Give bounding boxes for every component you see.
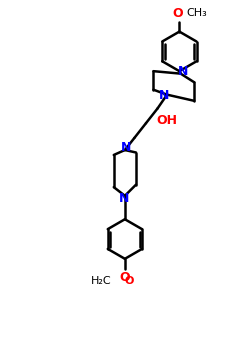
Text: CH₃: CH₃ [186, 8, 207, 18]
Text: N: N [178, 65, 188, 78]
Text: OH: OH [156, 114, 177, 127]
Text: O: O [120, 271, 130, 284]
Text: N: N [159, 89, 169, 101]
Text: H₂C: H₂C [91, 275, 111, 286]
Text: O: O [173, 7, 184, 20]
Text: N: N [121, 141, 131, 154]
Text: N: N [118, 192, 129, 205]
Text: O: O [125, 275, 134, 286]
